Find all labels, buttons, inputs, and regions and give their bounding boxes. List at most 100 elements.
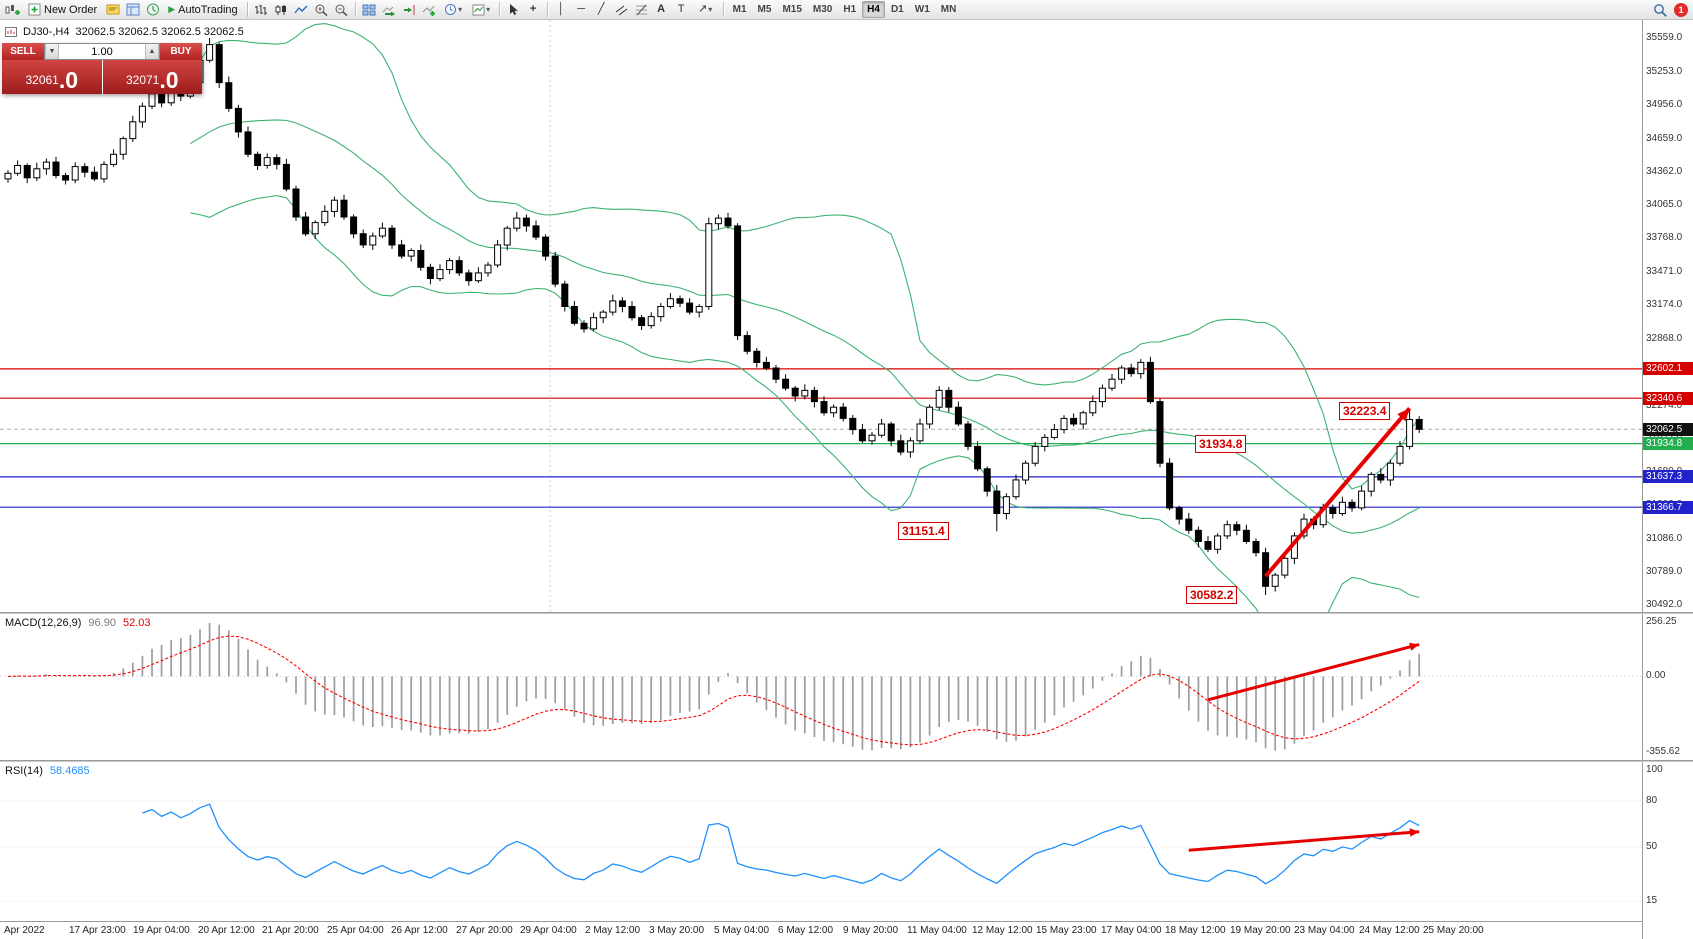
rsi-scale-label: 80 (1646, 795, 1658, 806)
macd-label: MACD(12,26,9) 96.90 52.03 (5, 617, 150, 629)
buy-cap[interactable]: BUY (160, 43, 202, 60)
timeframe-w1[interactable]: W1 (914, 4, 930, 15)
rsi-scale-label: 50 (1646, 841, 1658, 852)
search-icon[interactable] (1650, 1, 1669, 18)
zoom-in-icon[interactable] (312, 1, 331, 18)
support-green-tag: 31934.8 (1643, 437, 1693, 450)
rsi-scale-label: 100 (1646, 764, 1663, 775)
support-blue-tag-lower: 31366.7 (1643, 501, 1693, 514)
label-tool-icon[interactable]: T (677, 3, 685, 15)
volume-input[interactable] (59, 44, 145, 59)
resistance-tag-upper: 32602.1 (1643, 362, 1693, 375)
time-axis[interactable]: Apr 2022 17 Apr 23:00 19 Apr 04:00 20 Apr 1… (0, 921, 1642, 939)
time-axis-label: 11 May 04:00 (907, 925, 967, 936)
autotrading-button[interactable]: ▶ AutoTrading (163, 1, 242, 18)
tile-windows-icon[interactable] (360, 1, 379, 18)
auto-scroll-icon[interactable] (380, 1, 399, 18)
line-chart-icon[interactable] (292, 1, 311, 18)
timeframe-m30[interactable]: M30 (812, 4, 833, 15)
channel-tool-icon[interactable] (612, 1, 631, 18)
volume-increase-button[interactable]: ▲ (145, 44, 159, 59)
crosshair-icon[interactable]: + (529, 3, 537, 15)
time-axis-label: 17 Apr 23:00 (69, 925, 126, 936)
price-scale-label: 32868.0 (1646, 333, 1683, 344)
periods-dropdown[interactable]: ▾ (440, 1, 467, 18)
volume-decrease-button[interactable]: ▼ (45, 44, 59, 59)
time-axis-label: 21 Apr 20:00 (262, 925, 319, 936)
vertical-line-tool-icon[interactable]: │ (557, 3, 565, 15)
macd-name: MACD(12,26,9) (5, 617, 82, 629)
rsi-pane[interactable]: RSI(14) 58.4685 (0, 762, 1642, 920)
buy-price-frac: .0 (159, 67, 179, 93)
toolbar: New Order ▶ AutoTrading (0, 0, 1693, 20)
trend-arrow[interactable] (1207, 642, 1420, 702)
panel-separator[interactable] (0, 612, 1693, 614)
bollinger-middle-band (190, 119, 1420, 534)
bar-chart-icon[interactable] (252, 1, 271, 18)
chart-annotation[interactable]: 31151.4 (898, 522, 949, 540)
sell-button[interactable]: 32061 .0 (2, 60, 102, 94)
timeframe-m1[interactable]: M1 (732, 4, 747, 15)
price-scale-label: 35253.0 (1646, 66, 1683, 77)
rsi-canvas (0, 800, 1642, 902)
sell-price-frac: .0 (58, 67, 79, 93)
price-scale-label: 33768.0 (1646, 232, 1683, 243)
zoom-out-icon[interactable] (332, 1, 351, 18)
trend-arrow[interactable] (1264, 407, 1412, 578)
rsi-scale-label: 15 (1646, 895, 1658, 906)
timeframe-h1[interactable]: H1 (843, 4, 857, 15)
chart-annotation[interactable]: 30582.2 (1186, 586, 1238, 604)
templates-dropdown[interactable]: ▾ (468, 1, 495, 18)
time-axis-label: 12 May 12:00 (972, 925, 1033, 936)
macd-value: 96.90 (88, 617, 116, 629)
chart-shift-icon[interactable] (400, 1, 419, 18)
indicators-icon[interactable] (420, 1, 439, 18)
sell-price-main: 32061 (25, 73, 59, 87)
toolbar-separator (354, 2, 356, 17)
chart-annotation[interactable]: 31934.8 (1195, 435, 1247, 453)
cursor-icon[interactable] (504, 1, 523, 18)
macd-scale-label: -355.62 (1646, 746, 1680, 757)
chart-title: DJ30-,H4 32062.5 32062.5 32062.5 32062.5 (5, 26, 244, 38)
macd-scale-label: 256.25 (1646, 616, 1677, 627)
metaeditor-icon[interactable] (103, 1, 122, 18)
timeframe-m15[interactable]: M15 (782, 4, 802, 15)
market-watch-icon[interactable] (123, 1, 142, 18)
trend-arrow[interactable] (1188, 828, 1420, 852)
text-tool-icon[interactable]: A (657, 3, 666, 15)
resistance-tag-lower: 32340.6 (1643, 392, 1693, 405)
timeframe-m5[interactable]: M5 (757, 4, 772, 15)
macd-signal-value: 52.03 (122, 617, 151, 629)
sell-cap[interactable]: SELL (2, 43, 44, 60)
main-chart-canvas[interactable] (0, 20, 1642, 612)
main-chart-pane[interactable]: DJ30-,H4 32062.5 32062.5 32062.5 32062.5… (0, 20, 1642, 612)
fibonacci-tool-icon[interactable] (632, 1, 651, 18)
navigator-icon[interactable] (143, 1, 162, 18)
trendline-tool-icon[interactable]: ╱ (597, 3, 605, 15)
rsi-label: RSI(14) 58.4685 (5, 765, 90, 777)
rsi-line (142, 803, 1420, 885)
timeframe-d1[interactable]: D1 (890, 4, 904, 15)
price-scale-label: 33471.0 (1646, 266, 1683, 277)
chevron-down-icon: ▾ (486, 4, 491, 14)
time-axis-label: 17 May 04:00 (1101, 925, 1162, 936)
price-scale[interactable]: 35559.0 35253.0 34956.0 34659.0 34362.0 34065… (1642, 20, 1693, 939)
autotrading-play-icon: ▶ (168, 4, 176, 14)
candlestick-chart-icon[interactable] (272, 1, 291, 18)
time-axis-label: 19 May 20:00 (1230, 925, 1291, 936)
toolbar-separator (246, 2, 248, 17)
arrows-tool-dropdown[interactable]: ↗ ▾ (692, 1, 719, 18)
notification-badge[interactable]: 1 (1674, 2, 1688, 17)
timeframe-h4[interactable]: H4 (862, 1, 885, 18)
new-order-button[interactable]: New Order (23, 1, 102, 18)
macd-pane[interactable]: MACD(12,26,9) 96.90 52.03 (0, 614, 1642, 760)
panel-separator[interactable] (0, 760, 1693, 762)
buy-button[interactable]: 32071 .0 (102, 60, 202, 94)
price-scale-label: 34362.0 (1646, 166, 1683, 177)
chart-annotation[interactable]: 32223.4 (1339, 402, 1391, 420)
chevron-down-icon: ▾ (708, 4, 713, 14)
support-blue-tag-upper: 31637.3 (1643, 470, 1693, 483)
horizontal-line-tool-icon[interactable]: ─ (577, 3, 586, 15)
timeframe-mn[interactable]: MN (940, 4, 957, 15)
new-chart-icon[interactable] (3, 1, 22, 18)
